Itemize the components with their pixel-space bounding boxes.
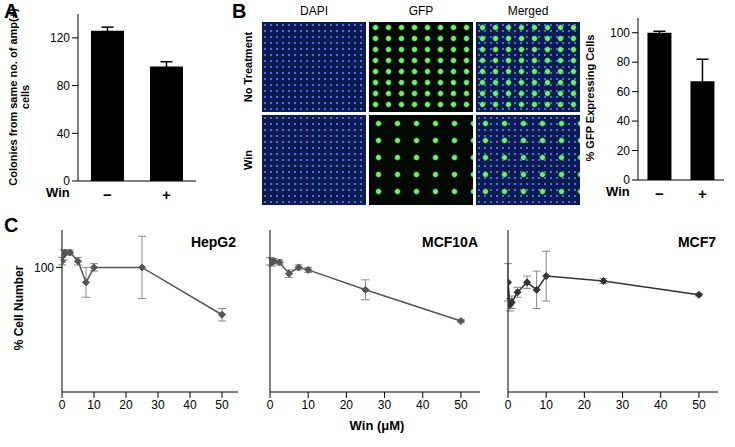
svg-text:30: 30: [151, 398, 165, 412]
svg-text:120: 120: [50, 31, 70, 45]
svg-text:0: 0: [59, 398, 66, 412]
svg-text:60: 60: [617, 85, 631, 99]
html-text:Win: Win: [606, 184, 630, 199]
html-text:MCF7: MCF7: [677, 234, 716, 250]
html-text:MCF10A: MCF10A: [422, 234, 478, 250]
html-text:% Cell Number: % Cell Number: [12, 265, 27, 351]
svg-text:0: 0: [623, 173, 630, 188]
svg-text:20: 20: [578, 398, 592, 412]
svg-text:40: 40: [183, 398, 197, 412]
html-text:Win: Win: [46, 185, 70, 200]
html-text:Merged: Merged: [507, 4, 549, 18]
html-text:Colonies from same no. of amp(: Colonies from same no. of amp(+) cells: [5, 7, 30, 186]
svg-text:0: 0: [505, 398, 512, 412]
svg-text:50: 50: [215, 398, 229, 412]
html-text:GFP: GFP: [408, 4, 434, 18]
html-text:C: C: [4, 214, 19, 236]
html-text:B: B: [232, 0, 247, 22]
svg-text:100: 100: [34, 261, 54, 275]
svg-text:40: 40: [654, 398, 668, 412]
html-text:HepG2: HepG2: [190, 234, 236, 250]
svg-text:20: 20: [119, 398, 133, 412]
svg-text:50: 50: [692, 398, 706, 412]
svg-text:10: 10: [540, 398, 554, 412]
svg-text:40: 40: [416, 398, 430, 412]
svg-text:50: 50: [454, 398, 468, 412]
svg-text:40: 40: [57, 127, 71, 141]
html-text:% GFP Expressing Cells: % GFP Expressing Cells: [584, 34, 596, 162]
svg-text:20: 20: [340, 398, 354, 412]
svg-text:+: +: [162, 186, 171, 203]
svg-text:80: 80: [57, 79, 71, 93]
svg-text:100: 100: [610, 26, 630, 40]
html-text:No Treatment: No Treatment: [242, 31, 254, 103]
svg-text:+: +: [698, 185, 707, 202]
svg-text:10: 10: [87, 398, 101, 412]
svg-text:20: 20: [617, 144, 631, 158]
html-text:Win: Win: [242, 150, 254, 170]
html-text:Win (μM): Win (μM): [349, 418, 405, 433]
svg-text:−: −: [655, 185, 664, 202]
svg-text:30: 30: [378, 398, 392, 412]
svg-text:30: 30: [616, 398, 630, 412]
html-text:DAPI: DAPI: [300, 4, 328, 18]
svg-text:80: 80: [617, 55, 631, 69]
svg-text:−: −: [103, 186, 112, 203]
svg-text:10: 10: [302, 398, 316, 412]
html-text:A: A: [4, 0, 19, 22]
svg-text:0: 0: [267, 398, 274, 412]
svg-text:0: 0: [63, 174, 70, 189]
svg-text:40: 40: [617, 114, 631, 128]
